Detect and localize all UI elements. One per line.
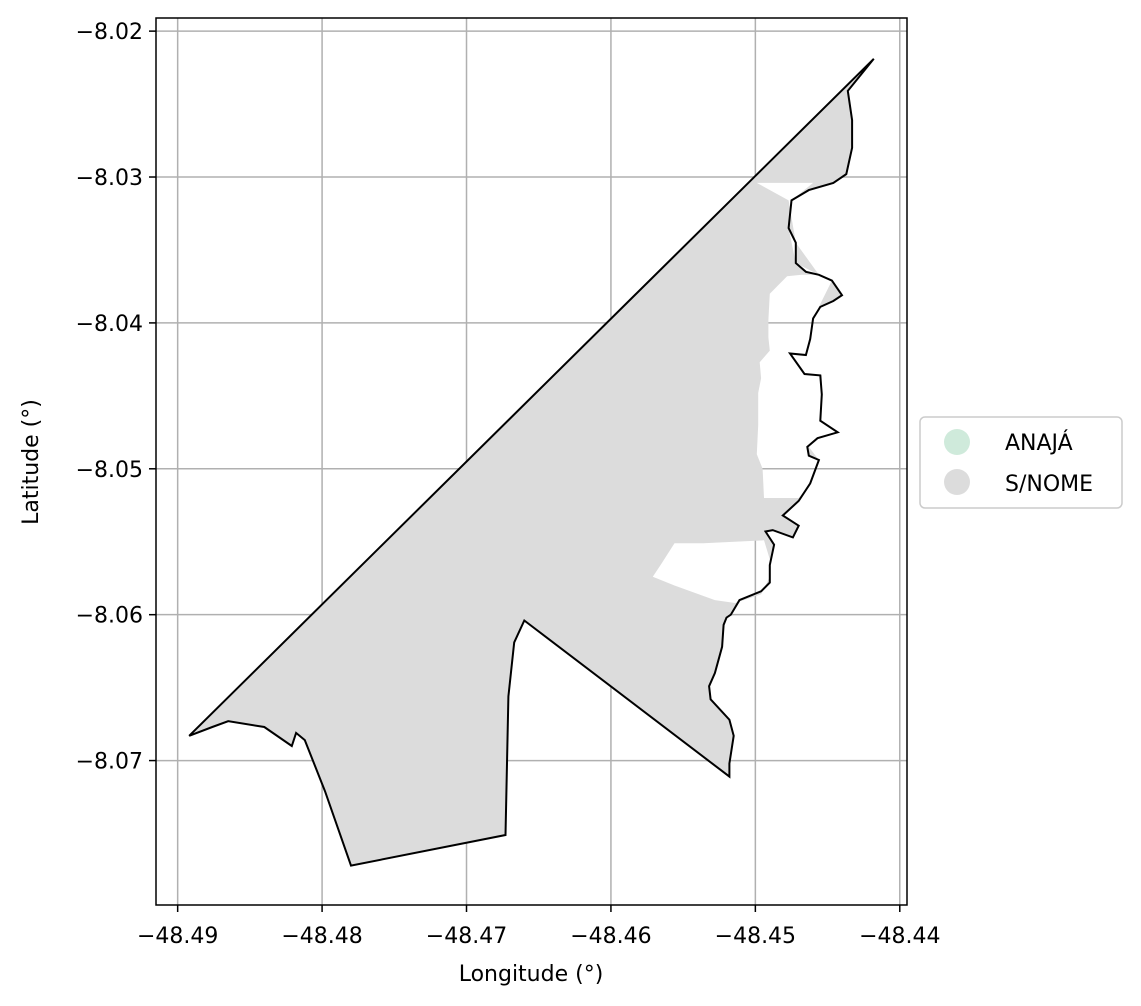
legend: ANAJÁ S/NOME [919,416,1123,509]
legend-label-s-nome: S/NOME [1005,472,1093,497]
y-tick-label: −8.07 [76,750,143,775]
x-tick-label: −48.48 [281,924,362,949]
x-tick-label: −48.44 [859,924,940,949]
x-tick-label: −48.45 [715,924,796,949]
y-tick-label: −8.03 [76,166,143,191]
axes-frame [155,17,908,906]
x-axis-label: Longitude (°) [459,962,604,987]
y-tick-label: −8.06 [76,604,143,629]
legend-label-anaja: ANAJÁ [1005,430,1073,456]
x-axis-ticks: −48.49 −48.48 −48.47 −48.46 −48.45 −48.44 [137,905,940,949]
y-tick-label: −8.04 [76,312,143,337]
y-axis-label: Latitude (°) [19,399,44,525]
legend-marker-anaja [944,429,970,455]
region-s-nome [189,58,874,866]
x-tick-label: −48.46 [570,924,651,949]
municipality-boundary [188,58,875,867]
legend-marker-s-nome [944,469,970,495]
y-axis-ticks: −8.02 −8.03 −8.04 −8.05 −8.06 −8.07 [76,20,156,775]
x-tick-label: −48.49 [137,924,218,949]
y-tick-label: −8.05 [76,458,143,483]
x-tick-label: −48.47 [426,924,507,949]
legend-frame [919,416,1123,509]
y-tick-label: −8.02 [76,20,143,45]
